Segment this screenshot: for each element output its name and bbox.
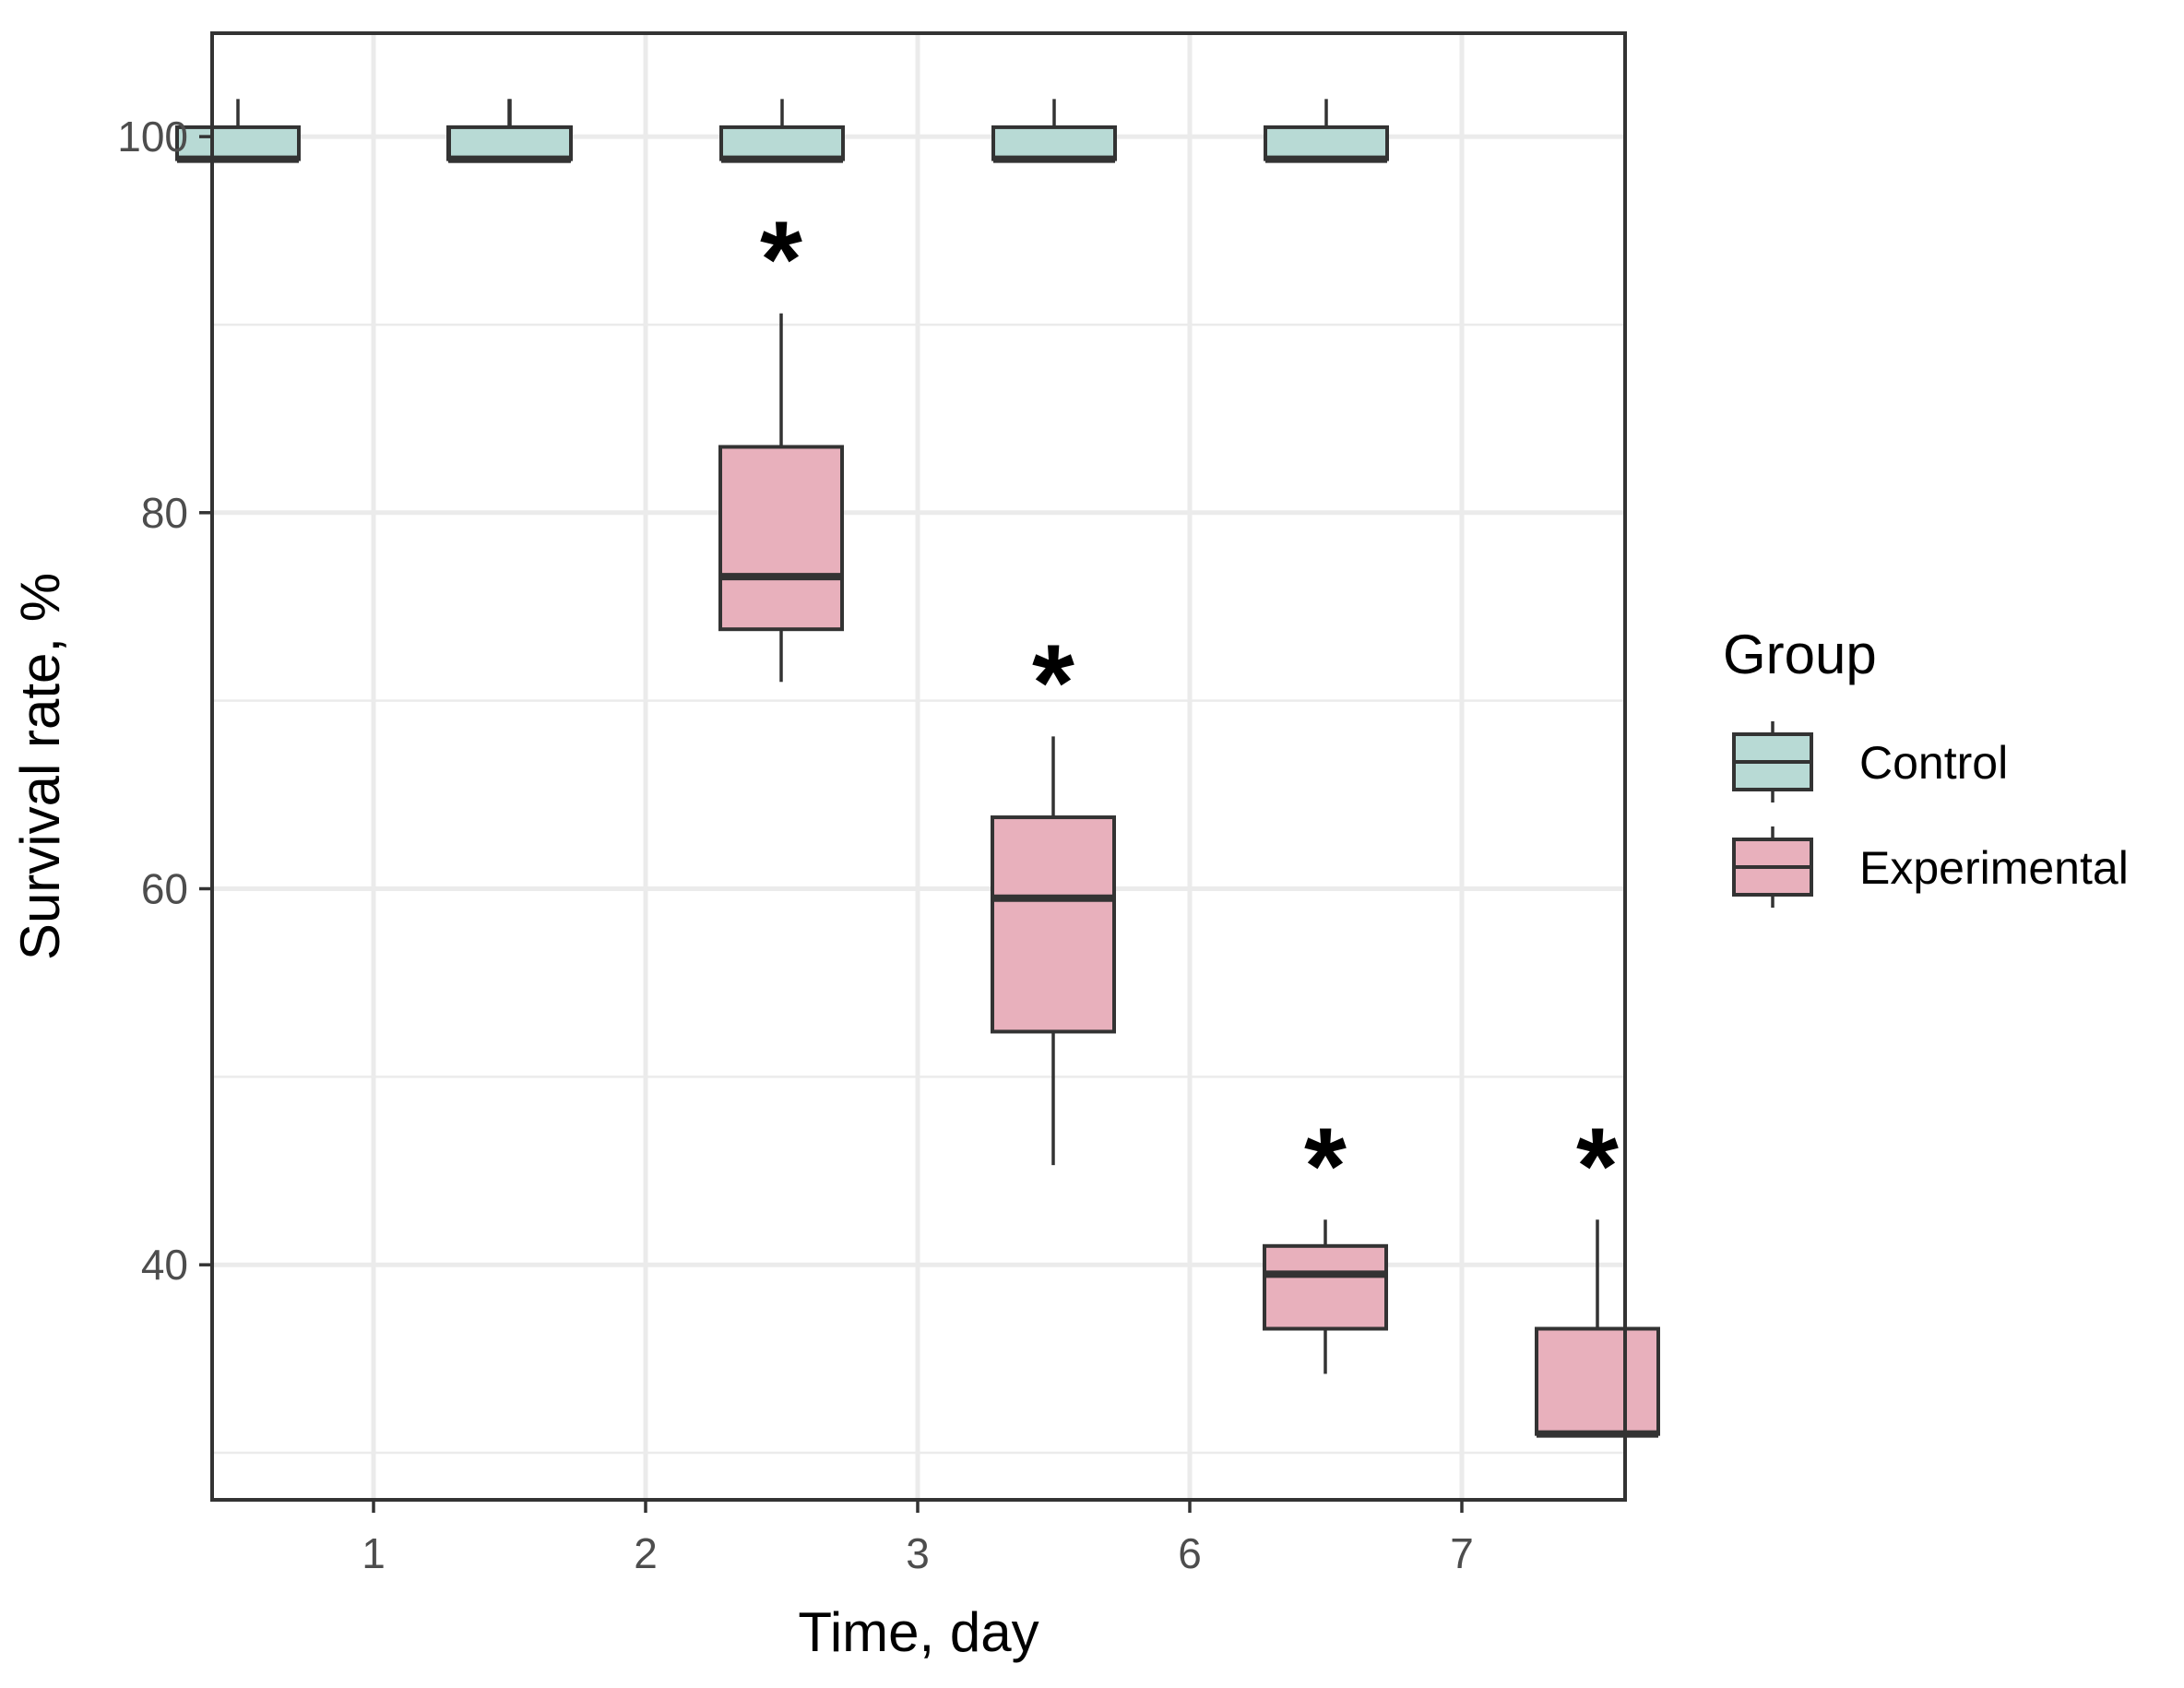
significance-asterisk: * xyxy=(1032,622,1074,743)
box-experimental-day-3 xyxy=(991,736,1116,1166)
box-body xyxy=(175,125,301,161)
boxes xyxy=(175,99,1660,1438)
x-tick-label: 3 xyxy=(906,1529,930,1577)
y-axis-title: Survival rate, % xyxy=(9,573,71,960)
significance-asterisk: * xyxy=(760,199,802,321)
box-body xyxy=(719,125,845,161)
box-control-day-2 xyxy=(447,99,573,163)
x-tick-label: 7 xyxy=(1450,1529,1474,1577)
y-tick-label: 60 xyxy=(141,865,188,913)
x-tick-label: 2 xyxy=(634,1529,658,1577)
x-axis-title: Time, day xyxy=(798,1601,1039,1663)
box-control-day-6 xyxy=(991,99,1117,163)
significance-markers: * * * * xyxy=(760,199,1619,1228)
box-body xyxy=(1264,125,1389,161)
legend-label: Control xyxy=(1859,737,2008,789)
box-body xyxy=(991,815,1116,1034)
significance-asterisk: * xyxy=(1304,1105,1347,1227)
box-body xyxy=(1263,1243,1388,1331)
x-tick-label: 1 xyxy=(362,1529,386,1577)
box-body xyxy=(447,125,573,161)
box-experimental-day-6 xyxy=(1263,1219,1388,1374)
box-control-day-1 xyxy=(175,99,301,163)
box-control-day-3 xyxy=(719,99,845,163)
box-experimental-day-2 xyxy=(718,313,844,683)
y-tick-label: 100 xyxy=(117,113,188,160)
significance-asterisk: * xyxy=(1576,1105,1619,1227)
legend-item-control: Control xyxy=(1732,721,2008,802)
axis-ticks: 40 60 80 100 1 2 3 6 7 xyxy=(117,113,1474,1577)
box-body xyxy=(1535,1326,1660,1436)
legend-item-experimental: Experimental xyxy=(1732,826,2129,908)
x-tick-label: 6 xyxy=(1178,1529,1202,1577)
box-experimental-day-7 xyxy=(1535,1219,1660,1438)
box-body xyxy=(718,445,844,632)
box-control-day-7 xyxy=(1264,99,1389,163)
y-tick-label: 40 xyxy=(141,1241,188,1289)
legend-title: Group xyxy=(1723,624,1877,685)
legend: Group Control Experimental xyxy=(1723,624,2129,908)
y-tick-label: 80 xyxy=(141,489,188,537)
legend-label: Experimental xyxy=(1859,842,2129,894)
box-body xyxy=(991,125,1117,161)
